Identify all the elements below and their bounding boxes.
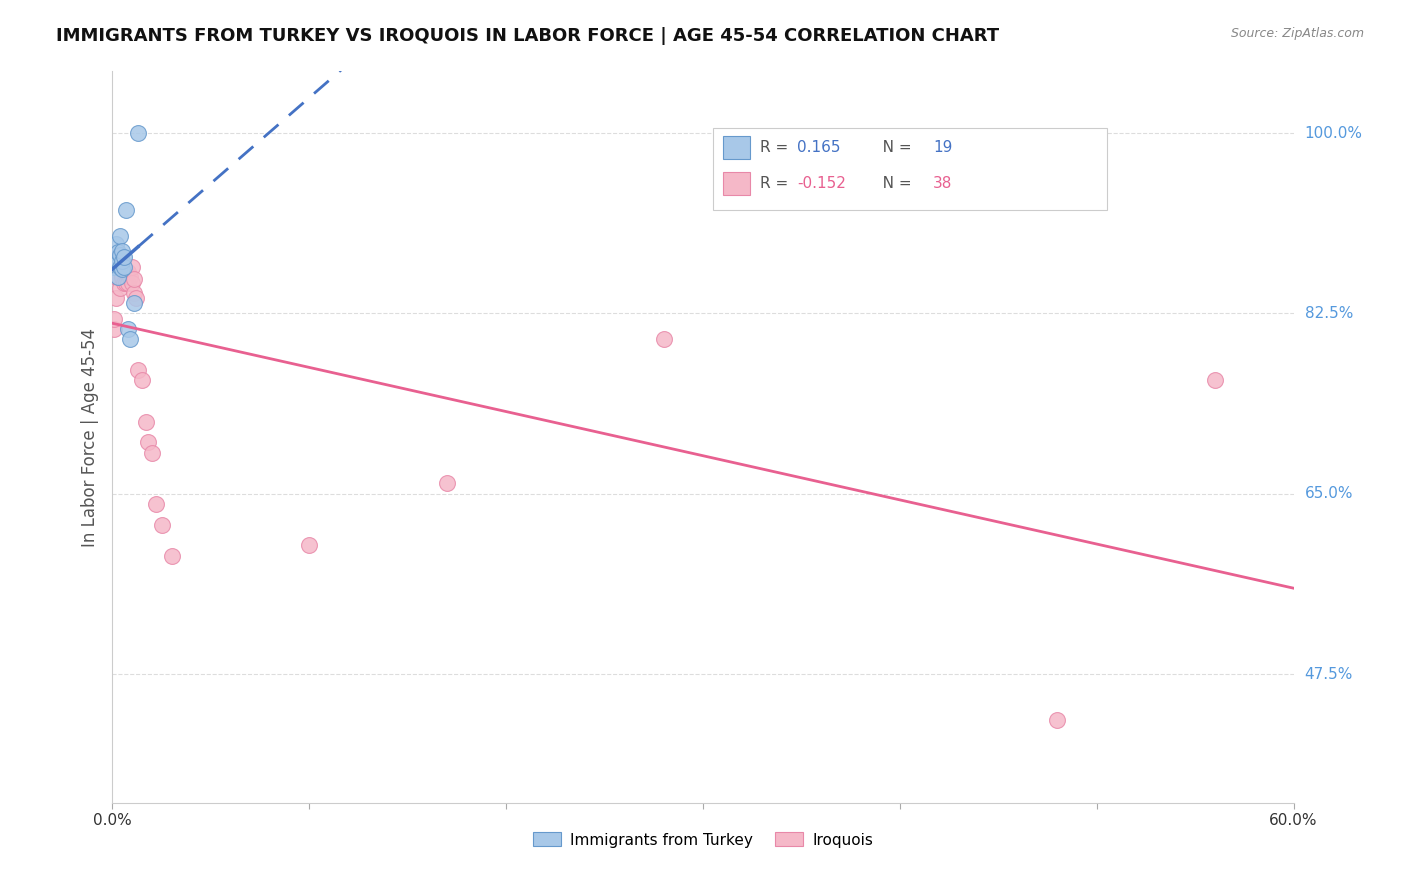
Text: 38: 38 bbox=[934, 176, 953, 191]
Point bbox=[436, 476, 458, 491]
Point bbox=[115, 276, 138, 290]
Point bbox=[150, 517, 173, 532]
Point bbox=[117, 276, 139, 290]
Point bbox=[112, 276, 135, 290]
Point bbox=[125, 291, 148, 305]
Point bbox=[111, 270, 134, 285]
Point bbox=[298, 538, 321, 552]
Point bbox=[115, 203, 138, 218]
Point bbox=[105, 237, 128, 252]
Point bbox=[105, 252, 128, 266]
Text: R =: R = bbox=[761, 176, 793, 191]
Text: 65.0%: 65.0% bbox=[1305, 486, 1353, 501]
Point bbox=[135, 415, 157, 429]
Point bbox=[107, 260, 129, 274]
Bar bbox=[713, 128, 1107, 211]
Point bbox=[112, 250, 135, 264]
Y-axis label: In Labor Force | Age 45-54: In Labor Force | Age 45-54 bbox=[80, 327, 98, 547]
Point bbox=[141, 445, 163, 459]
Text: 82.5%: 82.5% bbox=[1305, 306, 1353, 321]
Point bbox=[110, 260, 132, 274]
Point bbox=[122, 285, 145, 300]
Point bbox=[120, 270, 142, 285]
Text: 60.0%: 60.0% bbox=[1270, 814, 1317, 828]
Point bbox=[110, 229, 132, 244]
Point bbox=[111, 244, 134, 258]
Point bbox=[160, 549, 183, 563]
Text: -0.152: -0.152 bbox=[797, 176, 846, 191]
Text: N =: N = bbox=[869, 140, 917, 155]
Point bbox=[1046, 714, 1069, 728]
Point bbox=[103, 260, 125, 274]
Point bbox=[105, 291, 128, 305]
Point bbox=[112, 262, 135, 277]
Point bbox=[107, 270, 129, 285]
Point bbox=[107, 248, 129, 262]
Point bbox=[111, 254, 134, 268]
Text: R =: R = bbox=[761, 140, 799, 155]
Point bbox=[122, 272, 145, 286]
Point bbox=[120, 332, 142, 346]
Point bbox=[107, 270, 129, 285]
Text: 19: 19 bbox=[934, 140, 953, 155]
Point bbox=[1204, 373, 1226, 387]
Point bbox=[121, 260, 143, 274]
Bar bbox=[723, 136, 751, 159]
Point bbox=[111, 262, 134, 277]
Text: IMMIGRANTS FROM TURKEY VS IROQUOIS IN LABOR FORCE | AGE 45-54 CORRELATION CHART: IMMIGRANTS FROM TURKEY VS IROQUOIS IN LA… bbox=[56, 27, 1000, 45]
Point bbox=[131, 373, 153, 387]
Legend: Immigrants from Turkey, Iroquois: Immigrants from Turkey, Iroquois bbox=[527, 826, 879, 854]
Text: 0.165: 0.165 bbox=[797, 140, 841, 155]
Point bbox=[110, 260, 132, 274]
Point bbox=[110, 252, 132, 266]
Point bbox=[127, 126, 149, 140]
Bar bbox=[723, 172, 751, 195]
Point bbox=[111, 255, 134, 269]
Point bbox=[117, 265, 139, 279]
Text: Source: ZipAtlas.com: Source: ZipAtlas.com bbox=[1230, 27, 1364, 40]
Point bbox=[103, 322, 125, 336]
Point bbox=[122, 296, 145, 310]
Point bbox=[127, 363, 149, 377]
Point bbox=[103, 311, 125, 326]
Text: 0.0%: 0.0% bbox=[93, 814, 132, 828]
Text: N =: N = bbox=[869, 176, 917, 191]
Text: 47.5%: 47.5% bbox=[1305, 666, 1353, 681]
Point bbox=[110, 248, 132, 262]
Point bbox=[145, 497, 167, 511]
Point bbox=[117, 322, 139, 336]
Text: 100.0%: 100.0% bbox=[1305, 126, 1362, 141]
Point bbox=[121, 276, 143, 290]
Point bbox=[105, 270, 128, 285]
Point bbox=[652, 332, 675, 346]
Point bbox=[115, 265, 138, 279]
Point bbox=[107, 255, 129, 269]
Point bbox=[112, 260, 135, 274]
Point bbox=[105, 260, 128, 274]
Point bbox=[136, 435, 159, 450]
Point bbox=[107, 244, 129, 259]
Point bbox=[110, 281, 132, 295]
